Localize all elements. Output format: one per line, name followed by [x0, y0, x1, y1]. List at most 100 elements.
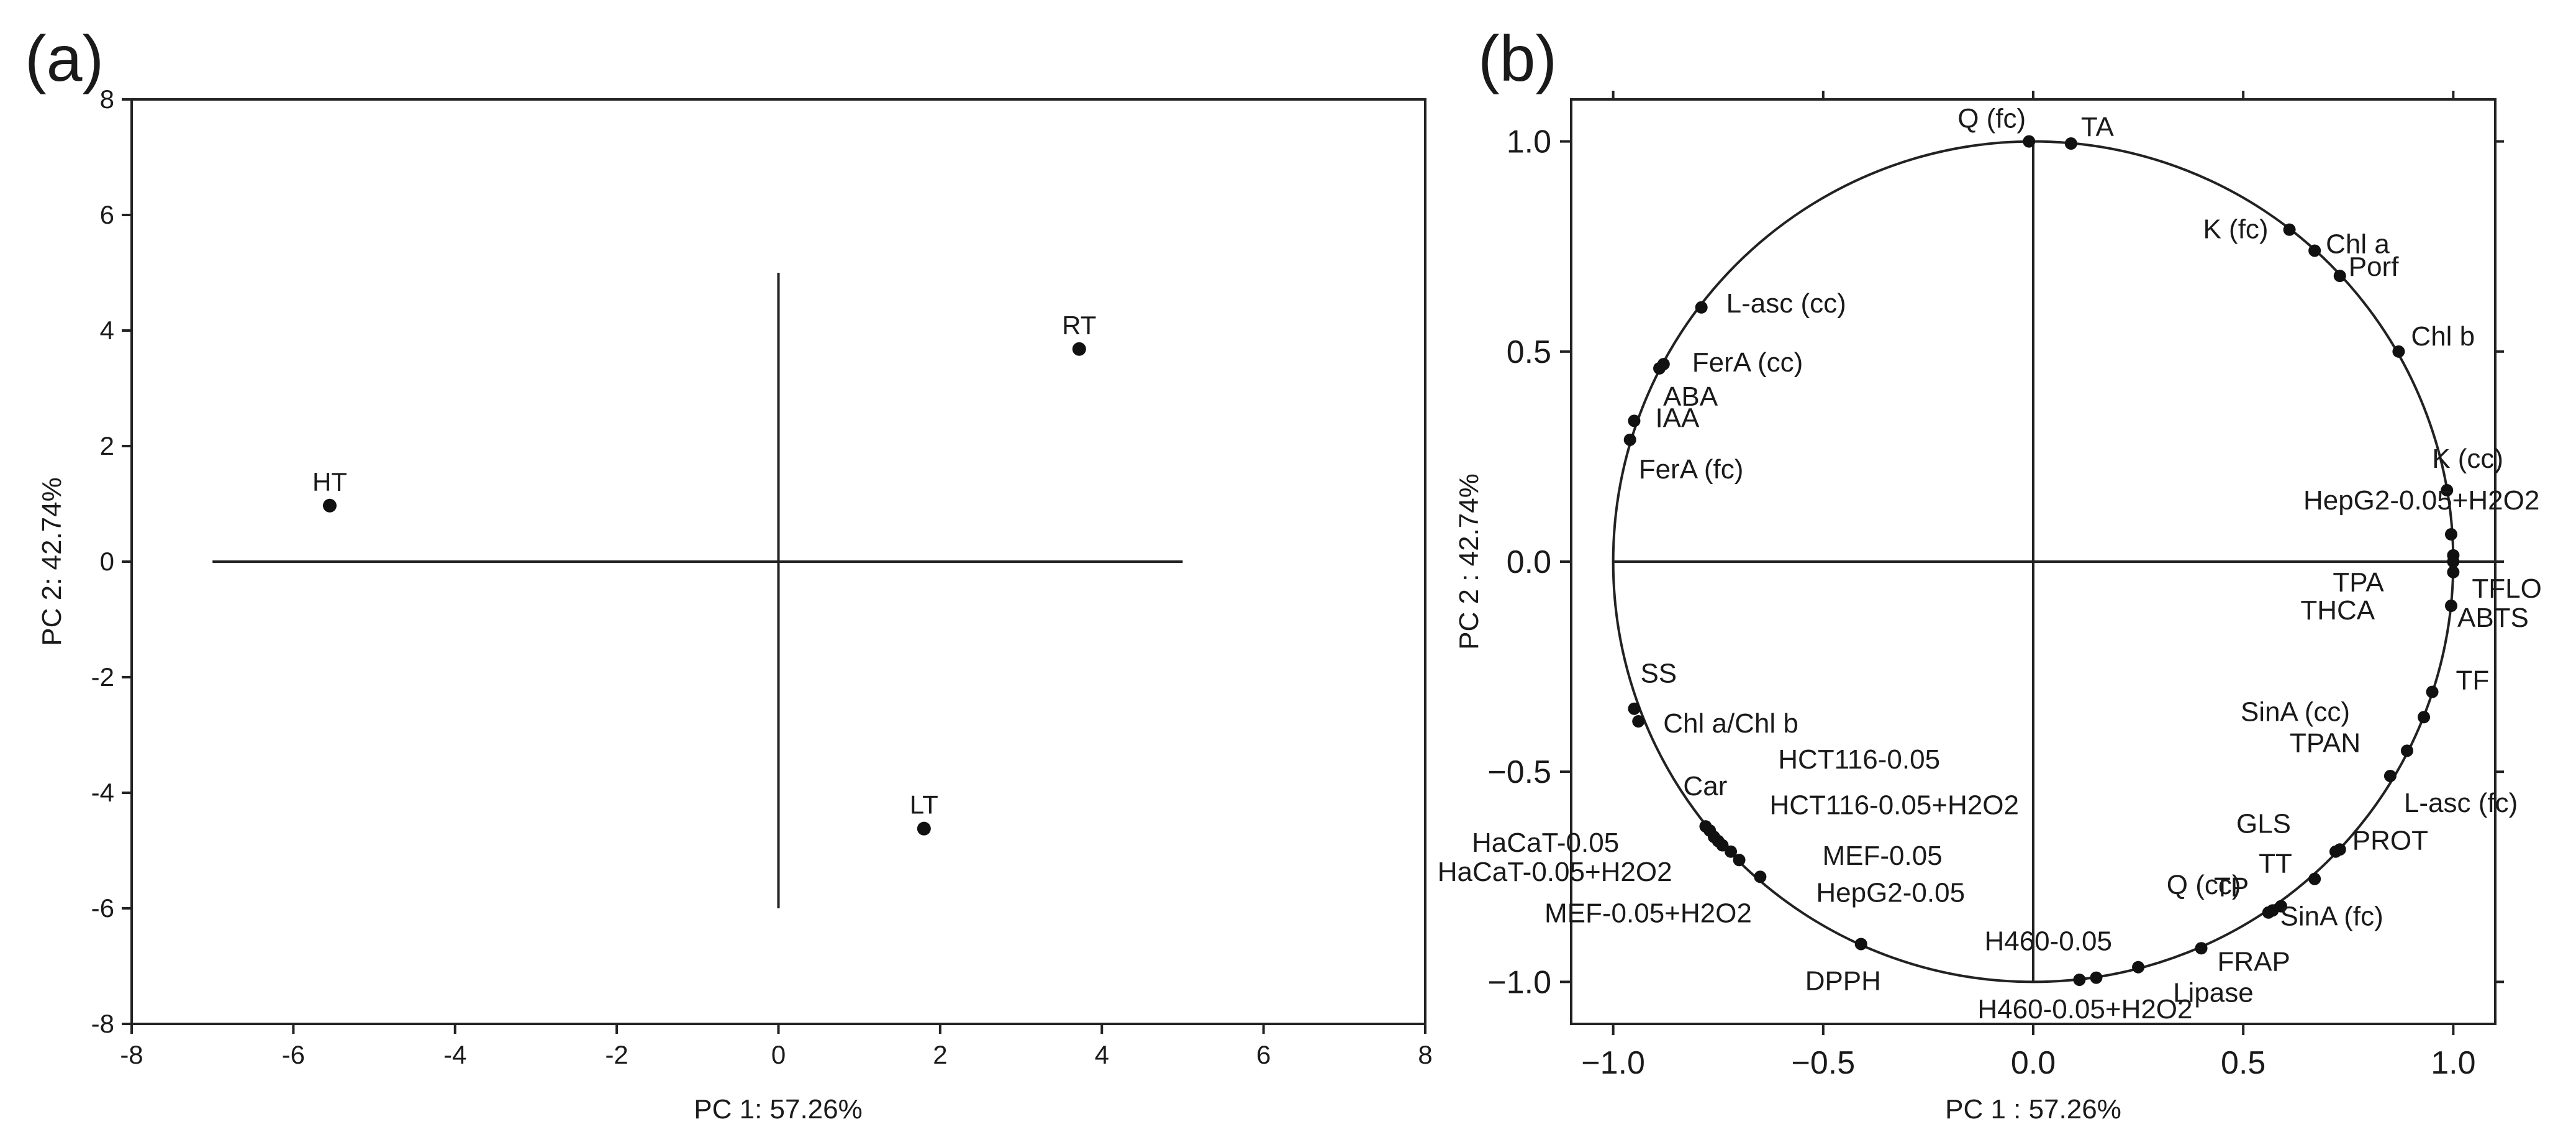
panel-b-point-label: Lipase: [2173, 978, 2254, 1008]
panel-b-xlabel: PC 1 : 57.26%: [1945, 1094, 2121, 1125]
panel-b-point-label: Q (fc): [1957, 104, 2026, 134]
panel-b-point-label: HCT116-0.05: [1778, 744, 1940, 775]
panel-b-point-13: [2418, 711, 2431, 724]
panel-b-xtick-label: 0.0: [2011, 1045, 2056, 1081]
panel-a-ytick-label: -8: [91, 1009, 114, 1038]
panel-b-point-37: [1623, 433, 1636, 446]
panel-b-point-label: HaCaT-0.05: [1472, 828, 1619, 858]
panel-b-point-40: [1657, 358, 1670, 371]
panel-b-point-label: K (fc): [2203, 214, 2268, 245]
panel-b-point-18: [2308, 872, 2321, 885]
panel-b-point-label: K (cc): [2432, 444, 2503, 474]
panel-b-point-4: [2333, 270, 2346, 283]
panel-b-point-3: [2308, 244, 2321, 257]
panel-b-point-15: [2383, 769, 2397, 782]
panel-b-point-11: [2444, 600, 2457, 613]
panel-a-ytick-label: 4: [100, 316, 114, 345]
panel-b-point-label: H460-0.05+H2O2: [1977, 994, 2192, 1025]
panel-b-point-label: Chl b: [2411, 321, 2475, 352]
panel-b-point-38: [1628, 414, 1641, 427]
panel-b-point-22: [2195, 942, 2208, 955]
panel-b-xtick-label: −1.0: [1581, 1045, 1645, 1081]
panel-b-point-label: HepG2-0.05+H2O2: [2303, 485, 2539, 516]
panel-b-point-17: [2329, 845, 2342, 858]
panel-b-point-12: [2426, 685, 2439, 698]
panel-b-point-label: DPPH: [1805, 965, 1881, 996]
panel-b-point-label: Q (cc): [2167, 870, 2241, 900]
panel-b-point-label: TPAN: [2290, 728, 2361, 758]
panel-b-point-27: [1754, 870, 1767, 883]
panel-b-label: (b): [1478, 23, 1557, 95]
panel-b-point-26: [1854, 938, 1867, 951]
panel-b-point-35: [1632, 715, 1645, 728]
panel-a-xtick-label: 2: [933, 1040, 947, 1069]
panel-b-point-label: ABTS: [2457, 603, 2529, 633]
panel-a-points: HT RT LT: [312, 311, 1096, 836]
panel-b-point-label: PROT: [2352, 825, 2428, 856]
panel-b-point-label: SinA (fc): [2280, 901, 2383, 931]
panel-b-point-label: TF: [2456, 665, 2490, 696]
panel-b-xtick-label: 1.0: [2431, 1045, 2475, 1081]
panel-b-point-1: [2064, 137, 2077, 150]
panel-b-point-label: GLS: [2236, 809, 2291, 839]
panel-b-point-label: TT: [2259, 849, 2292, 879]
panel-a-point-lt: [917, 821, 931, 836]
panel-b-point-5: [2392, 345, 2405, 358]
panel-b-ticks: −1.0 −1.0 −0.5 −0.5 0.0 0.0 0.5 0.5 1.0 1.0: [1487, 91, 2504, 1081]
panel-a-point-ht: [322, 498, 337, 513]
panel-a-label: (a): [25, 23, 104, 95]
panel-b-point-label: TA: [2081, 112, 2115, 142]
panel-a-ytick-label: -2: [91, 662, 114, 692]
panel-b-xtick-label: −0.5: [1791, 1045, 1855, 1081]
panel-b-point-label: ABA: [1663, 381, 1718, 412]
panel-a-xtick-label: -6: [282, 1040, 305, 1069]
panel-b-point-41: [1695, 301, 1708, 314]
panel-a-scores-plot: (a) -8-8 -6 -6 -4 -4 -2 -2 0 0 2 2 4 4 6 6 8 8 HT RT LT PC…: [25, 23, 1433, 1125]
panel-b-point-28: [1733, 854, 1746, 867]
panel-a-xtick-label: 8: [1418, 1040, 1432, 1069]
panel-b-ytick-label: −1.0: [1487, 964, 1551, 1000]
panel-a-xtick-label: 6: [1256, 1040, 1271, 1069]
panel-b-ytick-label: −0.5: [1487, 754, 1551, 790]
panel-b-point-label: FerA (cc): [1692, 347, 1803, 378]
panel-a-ytick-label: 2: [100, 431, 114, 460]
panel-a-point-label: LT: [910, 790, 938, 819]
panel-b-point-label: TPA: [2333, 567, 2384, 598]
panel-b-point-23: [2132, 961, 2145, 974]
panel-a-xtick-label: -2: [605, 1040, 628, 1069]
panel-b-loadings-plot: (b) −1.0 −1.0 −0.5 −0.5 0.0 0.0 0.5 0.5 1.0 1.0 Q…: [1438, 23, 2542, 1125]
panel-b-point-label: FRAP: [2218, 946, 2290, 977]
panel-b-point-7: [2444, 528, 2457, 541]
panel-b-point-label: MEF-0.05: [1823, 841, 1943, 871]
panel-a-ytick-label: 8: [100, 84, 114, 114]
panel-b-point-label: HCT116-0.05+H2O2: [1769, 790, 2019, 821]
panel-b-point-34: [1699, 820, 1712, 833]
panel-b-point-9: [2447, 555, 2460, 568]
panel-b-point-36: [1628, 702, 1641, 715]
panel-b-point-21: [2262, 906, 2275, 919]
panel-b-point-label: Chl a: [2326, 229, 2390, 259]
panel-b-point-label: IAA: [1655, 403, 1700, 433]
panel-b-point-14: [2400, 744, 2413, 757]
panel-b-point-label: TFLO: [2472, 573, 2541, 604]
panel-b-point-6: [2441, 484, 2454, 497]
panel-b-point-label: L-asc (fc): [2404, 788, 2518, 818]
panel-b-ytick-label: 0.5: [1507, 334, 1551, 370]
panel-b-point-label: Chl a/Chl b: [1663, 708, 1798, 739]
panel-b-ytick-label: 0.0: [1507, 544, 1551, 580]
panel-b-point-label: L-asc (cc): [1726, 288, 1846, 319]
panel-a-ytick-label: -4: [91, 778, 114, 807]
panel-a-point-rt: [1072, 342, 1086, 356]
panel-b-point-label: TP: [2214, 872, 2249, 903]
panel-b-point-2: [2283, 223, 2296, 236]
panel-a-origin-lines: [212, 273, 1183, 908]
panel-a-ylabel: PC 2: 42.74%: [37, 477, 67, 646]
panel-b-point-label: HaCaT-0.05+H2O2: [1438, 857, 1672, 887]
panel-a-point-label: RT: [1062, 311, 1096, 340]
panel-a-xlabel: PC 1: 57.26%: [694, 1094, 863, 1125]
panel-b-point-label: Porf: [2349, 252, 2399, 282]
panel-b-ytick-label: 1.0: [1507, 124, 1551, 160]
panel-b-point-label: Car: [1683, 771, 1727, 801]
